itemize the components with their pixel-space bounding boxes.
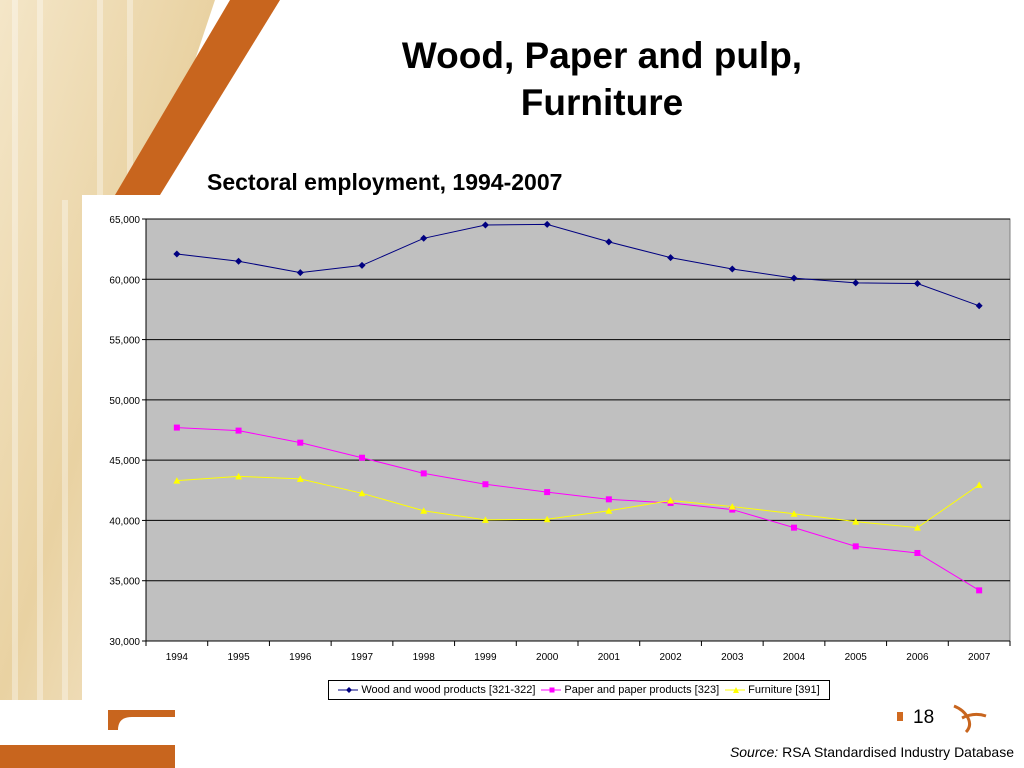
data-point: [975, 481, 983, 488]
data-point: [543, 220, 551, 228]
data-point: [791, 524, 797, 531]
data-point: [358, 489, 366, 497]
legend-label-wood: Wood and wood products [321-322]: [361, 684, 536, 696]
data-point: [481, 221, 489, 229]
series-line-2: [176, 475, 980, 529]
data-point: [173, 477, 181, 484]
data-point: [235, 427, 242, 434]
orange-diagonal-stripe: [115, 0, 280, 195]
x-tick-label: 2006: [906, 652, 929, 663]
x-tick-label: 2001: [598, 652, 621, 663]
x-tick-label: 2000: [536, 652, 559, 663]
data-point: [544, 489, 551, 496]
x-tick-label: 2002: [659, 652, 682, 663]
x-tick-label: 1996: [289, 652, 312, 663]
legend-label-paper: Paper and paper products [323]: [564, 684, 720, 696]
legend-swatch-furniture: [725, 687, 746, 693]
y-tick-label: 40,000: [109, 516, 140, 527]
data-point: [296, 475, 304, 482]
x-tick-label: 2007: [968, 652, 991, 663]
y-tick-label: 55,000: [109, 336, 140, 347]
source-text: RSA Standardised Industry Database: [782, 744, 1014, 760]
slide-title-line-1: Wood, Paper and pulp,: [401, 35, 803, 76]
line-chart: 30,000 35,000 40,000 45,000 50,000 55,000 60,0…: [109, 215, 1011, 663]
data-point: [481, 516, 489, 523]
chart-legend: Wood and wood products [321-322] Paper a…: [328, 680, 830, 700]
plot-area: [145, 218, 1011, 642]
data-point: [913, 524, 921, 531]
data-point: [482, 481, 489, 488]
y-tick-label: 45,000: [109, 456, 140, 467]
source-note: Source: RSA Standardised Industry Databa…: [730, 744, 1014, 760]
logo-icon: [953, 704, 987, 734]
data-point: [173, 250, 181, 258]
legend-swatch-paper: [541, 687, 562, 693]
x-tick-label: 1998: [413, 652, 436, 663]
data-point: [173, 424, 180, 431]
data-point: [543, 515, 551, 523]
x-tick-label: 1995: [227, 652, 250, 663]
data-point: [913, 280, 921, 288]
y-tick-label: 50,000: [109, 396, 140, 407]
data-point: [605, 496, 612, 503]
y-tick-label: 30,000: [109, 637, 140, 648]
x-tick-label: 2003: [721, 652, 744, 663]
x-tick-label: 1997: [351, 652, 374, 663]
y-tick-label: 35,000: [109, 577, 140, 588]
legend-item-paper: Paper and paper products [323]: [541, 684, 719, 696]
series-line-1: [176, 427, 980, 591]
chart-title: Sectoral employment, 1994-2007: [207, 169, 563, 195]
x-tick-label: 2004: [783, 652, 806, 663]
background-photo-band: [0, 0, 215, 700]
page-number: 18: [913, 707, 935, 728]
data-point: [852, 279, 860, 287]
chart-panel: 30,000 35,000 40,000 45,000 50,000 55,000 60,0…: [82, 195, 1016, 709]
data-point: [667, 254, 675, 262]
y-tick-label: 60,000: [109, 275, 140, 286]
data-point: [297, 439, 304, 446]
slide-title-line-2: Furniture: [520, 82, 684, 123]
data-point: [667, 497, 675, 504]
legend-label-furniture: Furniture [391]: [748, 684, 820, 696]
data-point: [359, 454, 365, 461]
legend-item-wood: Wood and wood products [321-322]: [338, 684, 535, 696]
source-label: Source:: [729, 744, 779, 760]
data-point: [420, 234, 428, 242]
background-photo-texture: [12, 0, 133, 700]
data-point: [790, 274, 798, 282]
data-point: [728, 265, 736, 273]
x-tick-label: 1999: [474, 652, 497, 663]
data-point: [296, 269, 304, 277]
orange-corner-bar: [0, 745, 175, 768]
y-tick-label: 65,000: [109, 215, 140, 226]
data-point: [975, 302, 983, 310]
legend-item-furniture: Furniture [391]: [725, 684, 820, 696]
data-point: [729, 506, 736, 513]
x-tick-label: 1994: [166, 652, 189, 663]
data-point: [420, 507, 428, 514]
orange-bracket: [108, 710, 175, 730]
data-point: [728, 503, 736, 510]
data-point: [235, 472, 243, 480]
data-point: [790, 510, 798, 517]
data-point: [358, 261, 366, 269]
page-number-bullet: [897, 712, 903, 721]
data-point: [976, 587, 983, 594]
data-point: [914, 549, 921, 556]
slide-title: Wood, Paper and pulp, Furniture: [300, 32, 904, 126]
series-line-0: [176, 223, 980, 307]
data-point: [420, 470, 427, 477]
data-point: [235, 257, 243, 265]
data-point: [605, 238, 613, 246]
data-point: [852, 543, 859, 550]
data-point: [605, 507, 613, 514]
legend-swatch-wood: [338, 687, 359, 693]
data-point: [852, 518, 860, 525]
x-tick-label: 2005: [845, 652, 868, 663]
